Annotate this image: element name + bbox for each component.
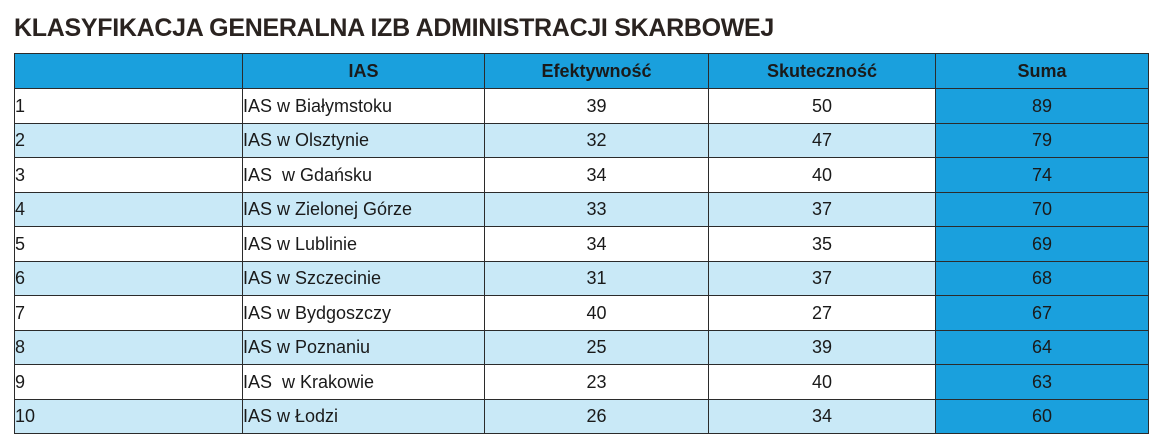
cell-ias: IAS w Łodzi	[242, 398, 485, 434]
cell-ias: IAS w Gdańsku	[242, 157, 485, 193]
cell-suma: 69	[935, 226, 1149, 262]
ranking-table: IAS Efektywność Skuteczność Suma 1 IAS w…	[14, 53, 1149, 434]
table-row: 8 IAS w Poznaniu 25 39 64	[14, 329, 1149, 365]
cell-rank: 9	[14, 364, 243, 400]
table-row: 4 IAS w Zielonej Górze 33 37 70	[14, 191, 1149, 227]
table-row: 9 IAS w Krakowie 23 40 63	[14, 364, 1149, 400]
cell-skutecznosc: 50	[708, 88, 936, 124]
cell-efektywnosc: 26	[484, 398, 709, 434]
cell-skutecznosc: 40	[708, 157, 936, 193]
cell-efektywnosc: 34	[484, 226, 709, 262]
cell-skutecznosc: 47	[708, 122, 936, 158]
cell-ias: IAS w Bydgoszczy	[242, 295, 485, 331]
table-header-row: IAS Efektywność Skuteczność Suma	[14, 53, 1149, 89]
cell-suma: 74	[935, 157, 1149, 193]
cell-rank: 6	[14, 260, 243, 296]
cell-efektywnosc: 40	[484, 295, 709, 331]
cell-suma: 67	[935, 295, 1149, 331]
table-row: 7 IAS w Bydgoszczy 40 27 67	[14, 295, 1149, 331]
cell-ias: IAS w Zielonej Górze	[242, 191, 485, 227]
cell-skutecznosc: 37	[708, 191, 936, 227]
table-body: 1 IAS w Białymstoku 39 50 89 2 IAS w Ols…	[14, 88, 1149, 434]
cell-rank: 5	[14, 226, 243, 262]
cell-efektywnosc: 23	[484, 364, 709, 400]
cell-skutecznosc: 40	[708, 364, 936, 400]
cell-ias: IAS w Białymstoku	[242, 88, 485, 124]
table-row: 2 IAS w Olsztynie 32 47 79	[14, 122, 1149, 158]
cell-suma: 64	[935, 329, 1149, 365]
cell-skutecznosc: 34	[708, 398, 936, 434]
cell-rank: 8	[14, 329, 243, 365]
cell-efektywnosc: 33	[484, 191, 709, 227]
column-header-suma: Suma	[935, 53, 1149, 89]
cell-rank: 2	[14, 122, 243, 158]
cell-efektywnosc: 39	[484, 88, 709, 124]
cell-skutecznosc: 27	[708, 295, 936, 331]
cell-rank: 4	[14, 191, 243, 227]
table-row: 6 IAS w Szczecinie 31 37 68	[14, 260, 1149, 296]
table-row: 3 IAS w Gdańsku 34 40 74	[14, 157, 1149, 193]
cell-skutecznosc: 37	[708, 260, 936, 296]
cell-ias: IAS w Szczecinie	[242, 260, 485, 296]
cell-suma: 63	[935, 364, 1149, 400]
cell-suma: 70	[935, 191, 1149, 227]
column-header-rank	[14, 53, 243, 89]
cell-efektywnosc: 32	[484, 122, 709, 158]
cell-suma: 60	[935, 398, 1149, 434]
cell-suma: 89	[935, 88, 1149, 124]
page-title: KLASYFIKACJA GENERALNA IZB ADMINISTRACJI…	[14, 14, 775, 42]
cell-efektywnosc: 34	[484, 157, 709, 193]
table-row: 1 IAS w Białymstoku 39 50 89	[14, 88, 1149, 124]
cell-efektywnosc: 25	[484, 329, 709, 365]
cell-ias: IAS w Poznaniu	[242, 329, 485, 365]
cell-rank: 10	[14, 398, 243, 434]
cell-ias: IAS w Lublinie	[242, 226, 485, 262]
column-header-skutecznosc: Skuteczność	[708, 53, 936, 89]
cell-efektywnosc: 31	[484, 260, 709, 296]
cell-rank: 1	[14, 88, 243, 124]
cell-ias: IAS w Krakowie	[242, 364, 485, 400]
table-row: 5 IAS w Lublinie 34 35 69	[14, 226, 1149, 262]
cell-suma: 68	[935, 260, 1149, 296]
cell-skutecznosc: 35	[708, 226, 936, 262]
cell-skutecznosc: 39	[708, 329, 936, 365]
table-row: 10 IAS w Łodzi 26 34 60	[14, 398, 1149, 434]
cell-rank: 3	[14, 157, 243, 193]
column-header-efektywnosc: Efektywność	[484, 53, 709, 89]
cell-rank: 7	[14, 295, 243, 331]
page-edge	[1172, 0, 1176, 447]
cell-suma: 79	[935, 122, 1149, 158]
cell-ias: IAS w Olsztynie	[242, 122, 485, 158]
column-header-ias: IAS	[242, 53, 485, 89]
